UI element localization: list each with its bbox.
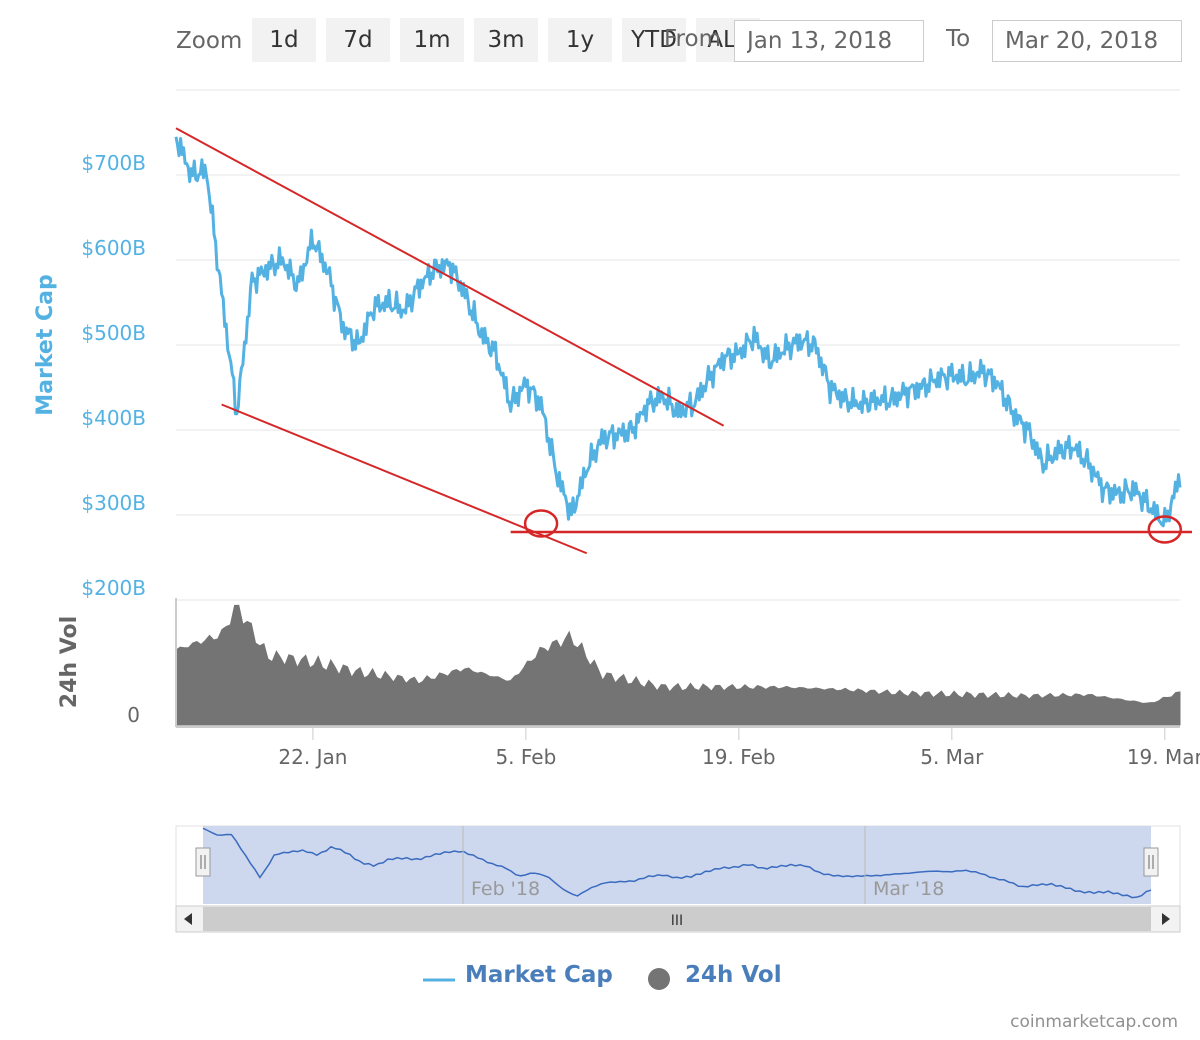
x-tick-label: 19. Mar	[1127, 745, 1200, 769]
market-cap-line	[174, 136, 1182, 528]
to-label: To	[946, 26, 971, 52]
low-point-circle	[1147, 515, 1183, 544]
y-tick-label: $400B	[81, 406, 146, 430]
navigator[interactable]: Feb '18 Mar '18 III	[175, 825, 1181, 933]
y-tick-label: $500B	[81, 321, 146, 345]
navigator-label: Feb '18	[471, 878, 540, 900]
y-tick-label: $600B	[81, 236, 146, 260]
annotation-layer	[175, 127, 1192, 555]
zoom-1y-button[interactable]: 1y	[548, 18, 612, 62]
navigator-selection	[203, 826, 1151, 904]
legend-market-cap[interactable]: Market Cap	[465, 962, 613, 988]
scroll-right-arrow-icon	[1162, 913, 1170, 925]
y-tick-label: $300B	[81, 491, 146, 515]
x-tick-labels: 22. Jan 5. Feb 19. Feb 5. Mar 19. Mar	[278, 727, 1200, 769]
y-tick-label: $700B	[81, 151, 146, 175]
scroll-left-arrow-icon	[184, 913, 192, 925]
volume-area	[175, 604, 1181, 726]
zoom-label: Zoom	[176, 28, 243, 54]
to-date-input[interactable]	[992, 20, 1182, 62]
legend-volume-symbol[interactable]	[648, 968, 670, 990]
y-axis-title-volume: 24h Vol	[57, 616, 82, 708]
market-cap-line-layer	[174, 136, 1182, 528]
legend-volume[interactable]: 24h Vol	[685, 962, 782, 988]
zoom-1m-button[interactable]: 1m	[400, 18, 464, 62]
credits-link[interactable]: coinmarketcap.com	[1010, 1012, 1178, 1032]
volume-tick-label: 0	[127, 703, 140, 727]
zoom-1d-button[interactable]: 1d	[252, 18, 316, 62]
y-tick-label: $200B	[81, 576, 146, 600]
y-axis-title-market-cap: Market Cap	[33, 274, 58, 415]
x-tick-label: 5. Mar	[920, 745, 984, 769]
navigator-handle-right	[1143, 847, 1159, 877]
volume-area-layer	[175, 604, 1181, 726]
low-point-circle	[523, 509, 559, 538]
navigator-handle-left	[195, 847, 211, 877]
volume-axis-layer: 0	[127, 598, 1180, 728]
zoom-7d-button[interactable]: 7d	[326, 18, 390, 62]
navigator-line	[202, 827, 1152, 899]
x-tick-label: 19. Feb	[702, 745, 776, 769]
x-tick-label: 5. Feb	[495, 745, 556, 769]
trend-line	[175, 127, 725, 427]
zoom-ytd-button[interactable]: YTD	[622, 18, 686, 62]
from-date-input[interactable]	[734, 20, 924, 62]
scrollbar-grip: III	[671, 913, 683, 929]
y-tick-labels: $200B $300B $400B $500B $600B $700B	[81, 151, 146, 600]
scrollbar-thumb	[203, 907, 1151, 931]
zoom-3m-button[interactable]: 3m	[474, 18, 538, 62]
from-label: From	[664, 26, 721, 52]
x-tick-label: 22. Jan	[278, 745, 347, 769]
grid-lines	[176, 89, 1180, 601]
navigator-label: Mar '18	[873, 878, 944, 900]
